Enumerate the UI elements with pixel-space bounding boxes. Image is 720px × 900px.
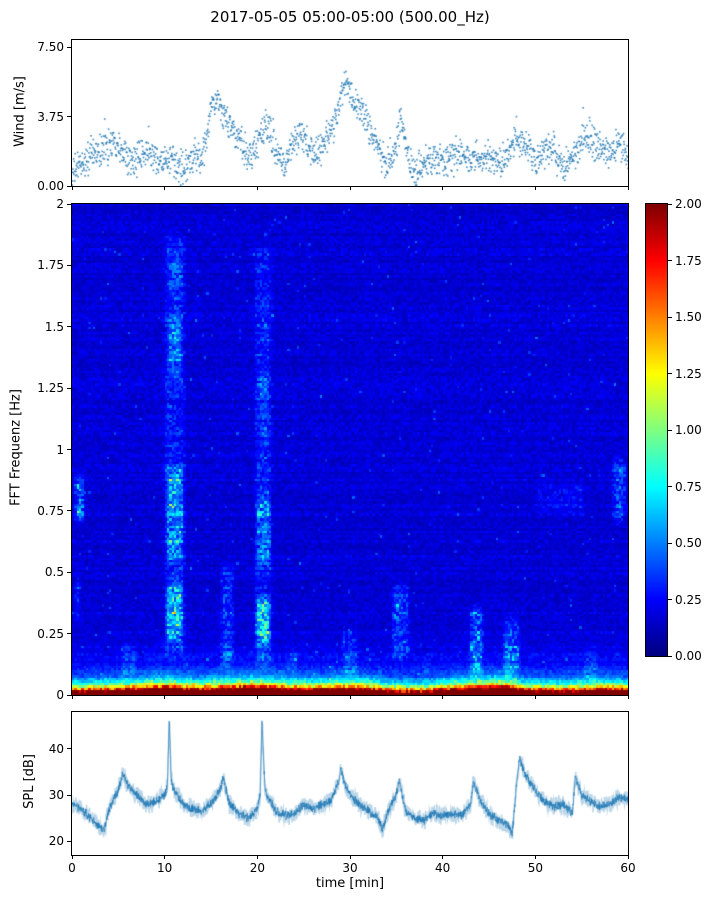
colorbar-tick-label: 1.25 <box>675 366 702 381</box>
colorbar-tick-label: 0.75 <box>675 479 702 494</box>
x-axis-label: time [min] <box>315 876 385 891</box>
x-tick-label: 60 <box>620 861 636 875</box>
colorbar-tick-mark <box>668 486 672 487</box>
x-tick-mark <box>349 186 351 190</box>
x-tick-mark <box>627 186 629 190</box>
y-tick-label: 40 <box>48 741 64 756</box>
colorbar-tick-mark <box>668 599 672 600</box>
x-tick-mark <box>442 855 444 859</box>
y-tick-label: 1.5 <box>44 319 64 334</box>
x-tick-mark <box>71 855 73 859</box>
y-tick-mark <box>67 185 72 187</box>
colorbar-tick-mark <box>668 316 672 318</box>
y-tick-mark <box>67 264 72 266</box>
y-tick-mark <box>67 840 72 842</box>
x-tick-mark <box>256 695 258 699</box>
y-tick-mark <box>67 571 72 573</box>
colorbar-gradient-canvas <box>646 204 667 656</box>
x-tick-mark <box>534 695 536 699</box>
y-tick-mark <box>67 694 72 696</box>
x-tick-label: 10 <box>157 861 173 875</box>
y-tick-label: 30 <box>48 788 64 803</box>
y-tick-label: 0 <box>56 688 64 702</box>
y-tick-mark <box>67 203 72 205</box>
chart-title: 2017-05-05 05:00-05:00 (500.00_Hz) <box>210 8 490 26</box>
x-tick-mark <box>164 695 166 699</box>
y-tick-label: 1 <box>56 442 64 457</box>
y-tick-label: 0.00 <box>37 179 64 193</box>
colorbar-tick-mark <box>668 203 672 205</box>
x-tick-mark <box>627 855 629 859</box>
y-tick-label: 0.25 <box>37 626 64 641</box>
y-tick-mark <box>67 510 72 512</box>
y-tick-mark <box>67 46 72 48</box>
colorbar-tick-label: 0.25 <box>675 592 702 607</box>
colorbar-tick-label: 2.00 <box>675 197 702 211</box>
y-tick-label: 0.75 <box>37 503 64 518</box>
y-tick-mark <box>67 794 72 796</box>
x-tick-mark <box>256 186 258 190</box>
y-tick-mark <box>67 326 72 328</box>
x-tick-label: 40 <box>435 861 451 875</box>
colorbar-tick-label: 0.00 <box>675 649 702 663</box>
colorbar-tick-mark <box>668 373 672 374</box>
x-tick-label: 0 <box>68 861 76 875</box>
x-tick-mark <box>164 855 166 859</box>
x-tick-label: 30 <box>342 861 358 875</box>
x-tick-label: 20 <box>249 861 265 875</box>
colorbar-tick-mark <box>668 542 672 544</box>
y-tick-mark <box>67 748 72 750</box>
x-tick-label: 50 <box>527 861 543 875</box>
x-tick-mark <box>349 695 351 699</box>
y-tick-mark <box>67 633 72 635</box>
y-tick-mark <box>67 116 72 118</box>
y-tick-label: 1.25 <box>37 381 64 396</box>
spl-line-canvas <box>72 712 628 855</box>
colorbar-tick-mark <box>668 655 672 657</box>
x-tick-mark <box>71 695 73 699</box>
y-tick-label: 0.5 <box>44 565 64 580</box>
x-tick-mark <box>71 186 73 190</box>
wind-scatter-canvas <box>72 40 628 186</box>
x-tick-mark <box>534 855 536 859</box>
colorbar-tick-label: 0.50 <box>675 536 702 550</box>
spectrogram-plot <box>71 203 629 696</box>
y-tick-label: 3.75 <box>37 109 64 124</box>
y-tick-label: 2 <box>56 197 64 211</box>
y-tick-label: 7.50 <box>37 40 64 55</box>
spectrogram-heatmap-canvas <box>72 204 628 695</box>
x-tick-mark <box>442 186 444 190</box>
colorbar-tick-mark <box>668 260 672 261</box>
colorbar-tick-label: 1.50 <box>675 310 702 324</box>
y-tick-mark <box>67 387 72 389</box>
colorbar-tick-label: 1.75 <box>675 253 702 268</box>
x-tick-mark <box>256 855 258 859</box>
x-tick-mark <box>627 695 629 699</box>
wind-plot <box>71 39 629 187</box>
colorbar-tick-label: 1.00 <box>675 423 702 437</box>
spl-plot <box>71 711 629 856</box>
spl-ylabel: SPL [dB] <box>22 754 37 809</box>
y-tick-mark <box>67 449 72 450</box>
x-tick-mark <box>164 186 166 190</box>
x-tick-mark <box>442 695 444 699</box>
colorbar-tick-mark <box>668 429 672 431</box>
y-tick-label: 20 <box>48 834 64 849</box>
y-tick-label: 1.75 <box>37 258 64 273</box>
x-tick-mark <box>534 186 536 190</box>
x-tick-mark <box>349 855 351 859</box>
colorbar <box>645 203 668 657</box>
